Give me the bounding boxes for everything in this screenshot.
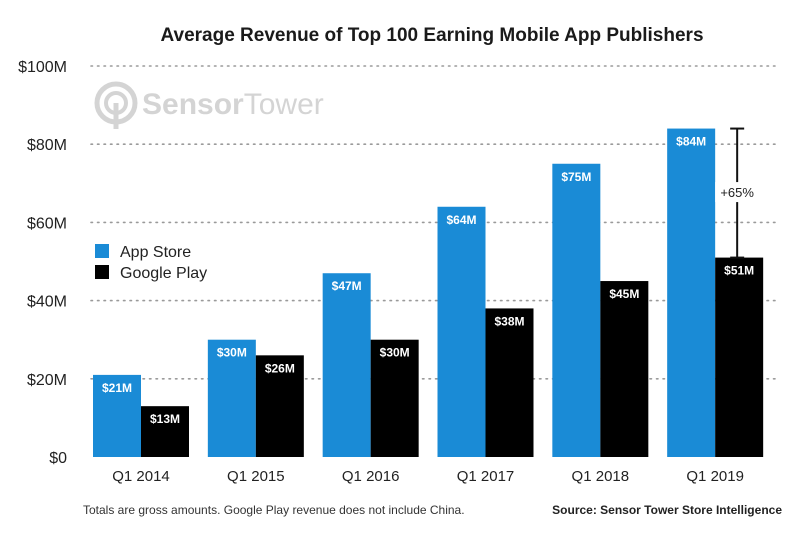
bar-app-store-q1-2017 <box>437 206 486 457</box>
x-tick-label: Q1 2017 <box>457 468 515 485</box>
bar-app-store-q1-2016 <box>322 273 371 457</box>
bar-app-store-q1-2018 <box>552 163 601 457</box>
sensor-tower-logo-icon <box>94 81 138 129</box>
y-tick-label: $40M <box>27 294 67 311</box>
chart-title: Average Revenue of Top 100 Earning Mobil… <box>160 25 703 46</box>
x-tick-label: Q1 2016 <box>342 468 400 485</box>
growth-annotation: +65% <box>715 127 760 259</box>
annotation-label: +65% <box>720 185 754 200</box>
bar-app-store-q1-2015 <box>207 339 256 457</box>
data-label-app-store-q1-2014: $21M <box>102 381 132 395</box>
y-tick-label: $60M <box>27 215 67 232</box>
legend-swatch-app-store <box>95 244 109 258</box>
watermark: SensorTower <box>94 81 324 129</box>
x-tick-label: Q1 2019 <box>686 468 744 485</box>
bar-app-store-q1-2019 <box>667 128 716 457</box>
data-label-google-play-q1-2019: $51M <box>724 264 754 278</box>
watermark-text: SensorTower <box>142 88 324 121</box>
y-tick-label: $100M <box>18 59 67 76</box>
data-label-app-store-q1-2016: $47M <box>332 279 362 293</box>
data-label-google-play-q1-2018: $45M <box>609 287 639 301</box>
x-axis: Q1 2014 Q1 2015 Q1 2016 Q1 2017 Q1 2018 Q1 20… <box>112 468 744 485</box>
legend-label-app-store: App Store <box>120 244 191 261</box>
data-label-app-store-q1-2017: $64M <box>446 213 476 227</box>
data-label-google-play-q1-2015: $26M <box>265 361 295 375</box>
data-label-google-play-q1-2014: $13M <box>150 412 180 426</box>
footnote: Totals are gross amounts. Google Play re… <box>83 503 465 517</box>
y-tick-label: $0 <box>49 450 67 467</box>
bar-google-play-q1-2014 <box>141 406 189 457</box>
y-axis: $0 $20M $40M $60M $80M $100M <box>18 59 67 467</box>
data-label-google-play-q1-2017: $38M <box>494 314 524 328</box>
source-credit: Source: Sensor Tower Store Intelligence <box>552 503 782 517</box>
gridlines <box>90 65 781 380</box>
bar-google-play-q1-2018 <box>600 281 649 457</box>
bars <box>93 128 764 457</box>
data-labels: $21M $13M $30M $26M $47M $30M $64M $38M $75M $45M… <box>102 135 754 427</box>
legend-label-google-play: Google Play <box>120 265 207 282</box>
data-label-app-store-q1-2019: $84M <box>676 135 706 149</box>
x-tick-label: Q1 2014 <box>112 468 170 485</box>
data-label-app-store-q1-2015: $30M <box>217 346 247 360</box>
y-tick-label: $20M <box>27 372 67 389</box>
data-label-app-store-q1-2018: $75M <box>561 170 591 184</box>
bar-google-play-q1-2019 <box>715 257 764 457</box>
data-label-google-play-q1-2016: $30M <box>380 346 410 360</box>
x-tick-label: Q1 2018 <box>572 468 630 485</box>
bar-app-store-q1-2014 <box>93 374 141 457</box>
bar-google-play-q1-2015 <box>255 355 304 457</box>
legend: App Store Google Play <box>95 244 207 282</box>
annotation-label-bg <box>715 182 760 203</box>
bar-google-play-q1-2016 <box>370 339 419 457</box>
bar-google-play-q1-2017 <box>485 308 534 457</box>
legend-swatch-google-play <box>95 265 109 279</box>
x-tick-label: Q1 2015 <box>227 468 285 485</box>
y-tick-label: $80M <box>27 137 67 154</box>
